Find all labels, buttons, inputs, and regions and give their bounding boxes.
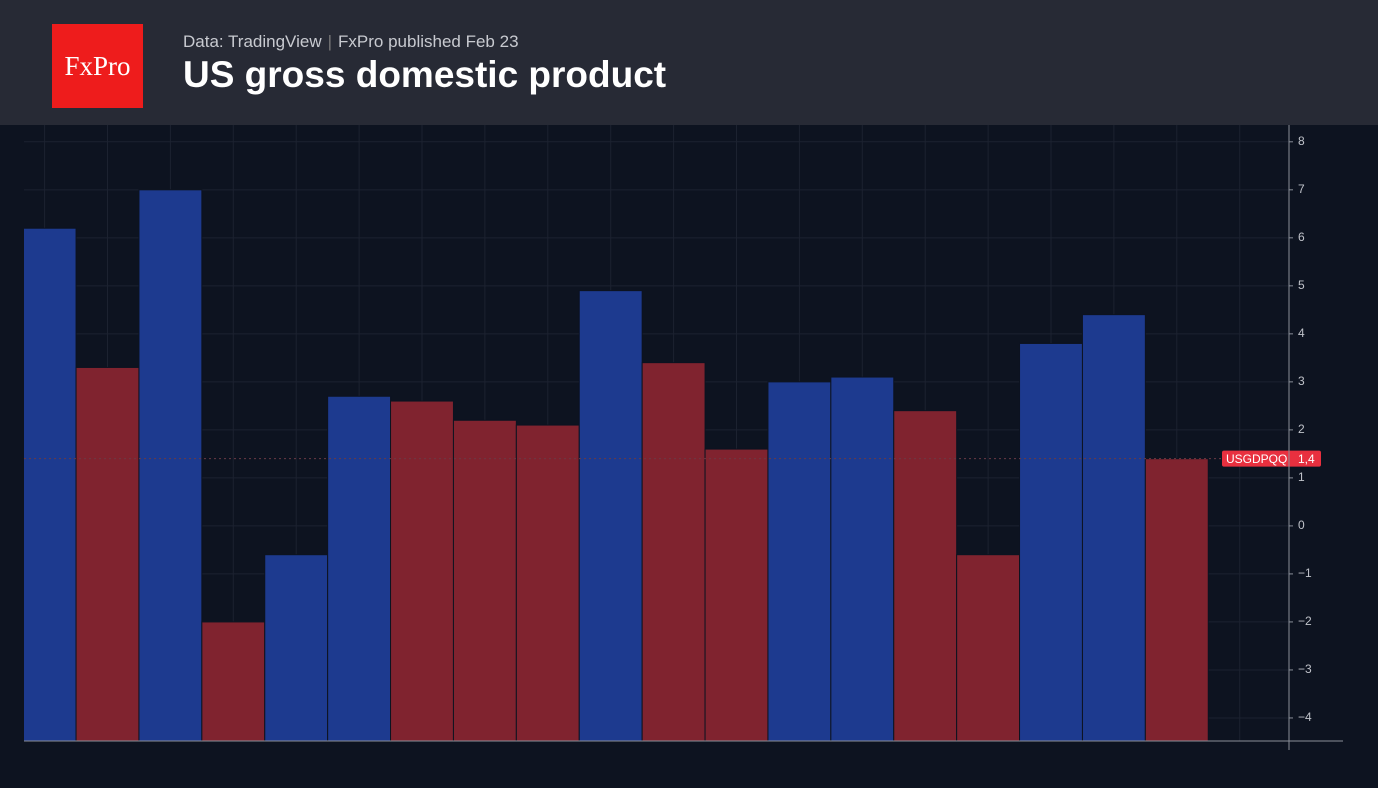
bar	[830, 376, 895, 741]
bar	[1144, 458, 1209, 741]
bars	[24, 189, 1209, 741]
y-tick-label: 6	[1298, 230, 1305, 244]
bar	[327, 395, 392, 741]
y-tick-label: −4	[1298, 710, 1312, 724]
y-tick-label: 7	[1298, 182, 1305, 196]
y-tick-label: 0	[1298, 518, 1305, 532]
bar	[578, 290, 643, 741]
chart-title: US gross domestic product	[183, 54, 667, 95]
bar	[390, 400, 454, 741]
bar	[767, 381, 832, 741]
y-tick-label: 4	[1298, 326, 1305, 340]
last-value-label: 1,4	[1298, 452, 1315, 466]
y-tick-label: −2	[1298, 614, 1312, 628]
y-tick-label: 3	[1298, 374, 1305, 388]
bar	[24, 227, 77, 741]
series-name: USGDPQQ	[1226, 452, 1287, 466]
logo: FxPro	[52, 24, 143, 108]
y-tick-label: 2	[1298, 422, 1305, 436]
y-tick-label: −3	[1298, 662, 1312, 676]
bar	[641, 362, 706, 741]
bar	[1081, 314, 1146, 741]
subtitle: Data: TradingView | FxPro published Feb 23	[183, 32, 519, 51]
bar	[893, 410, 958, 741]
bar	[201, 621, 266, 741]
y-tick-label: 8	[1298, 134, 1305, 148]
bar	[138, 189, 203, 741]
header: FxPro Data: TradingView | FxPro published …	[0, 0, 1378, 125]
bar	[1019, 342, 1083, 741]
last-value-badge	[1222, 450, 1321, 467]
y-tick-label: 5	[1298, 278, 1305, 292]
bar	[264, 554, 329, 741]
bar	[956, 554, 1021, 741]
y-tick-label: −1	[1298, 566, 1312, 580]
bar	[452, 419, 517, 741]
source: Data: TradingView	[183, 32, 322, 51]
published: FxPro published Feb 23	[338, 32, 519, 51]
y-tick-label: 1	[1298, 470, 1305, 484]
bar	[704, 448, 769, 741]
bar	[75, 366, 140, 741]
bar	[515, 424, 580, 741]
